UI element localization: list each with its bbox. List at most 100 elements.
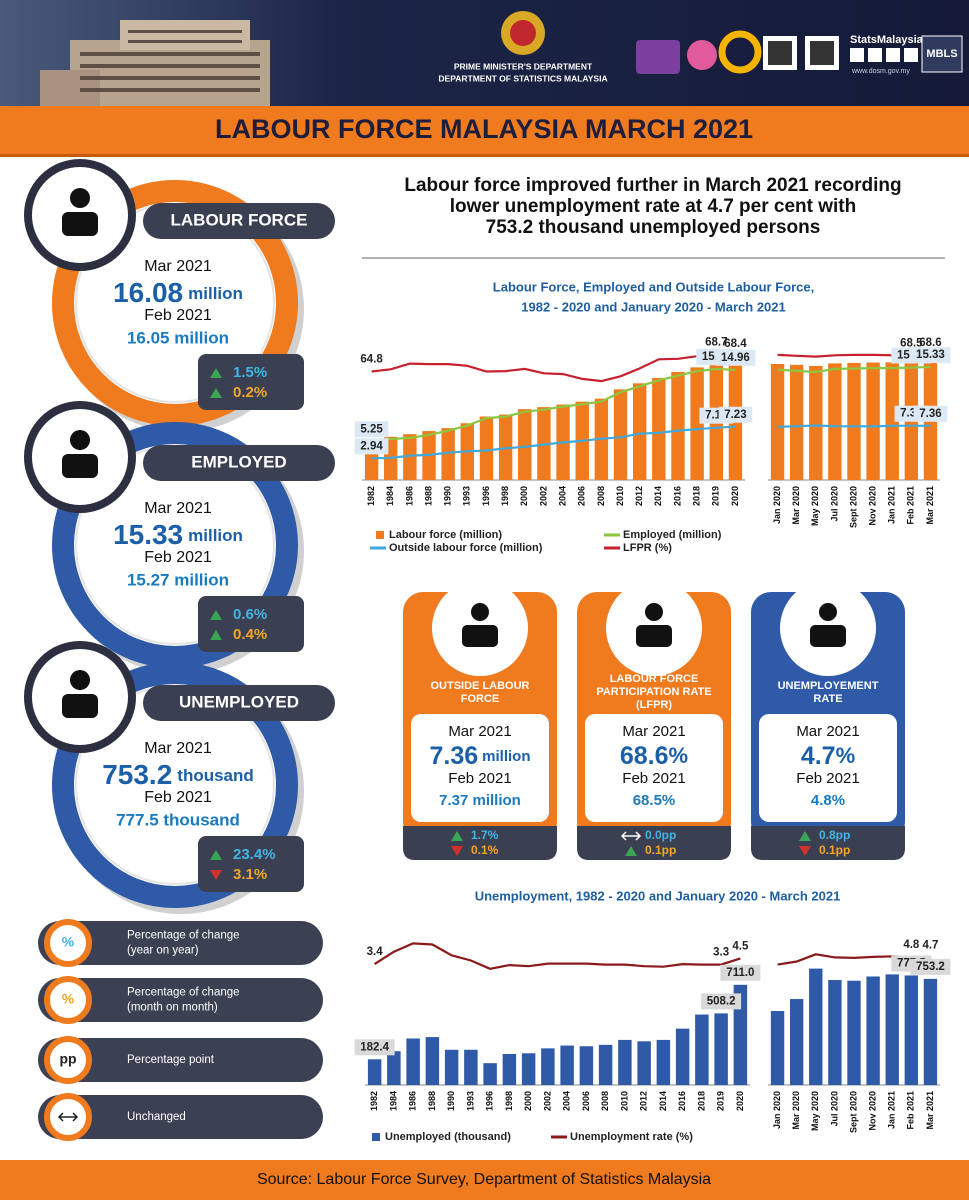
key-pill <box>38 921 323 965</box>
icon-head <box>70 670 90 690</box>
x-tick-label: 1998 <box>504 1091 514 1111</box>
x-tick-label: 1986 <box>408 1091 418 1111</box>
period: Mar 2021 <box>144 500 212 517</box>
key-label: Percentage point <box>127 1054 215 1066</box>
dept-line: DEPARTMENT OF STATISTICS MALAYSIA <box>438 73 607 83</box>
stat-panel: EMPLOYED Mar 2021 15.33 million Feb 2021 15.2… <box>24 401 335 674</box>
key-item: % Percentage of change (year on year) <box>38 919 323 967</box>
previous-period: Feb 2021 <box>622 770 685 787</box>
x-tick-label: Mar 2021 <box>925 486 935 525</box>
bar <box>885 974 899 1085</box>
x-tick-label: Jul 2020 <box>829 1091 839 1127</box>
previous-period: Feb 2021 <box>144 789 212 806</box>
unit: % <box>669 743 689 768</box>
icon-body <box>62 694 98 718</box>
value: 16.08 <box>113 277 183 308</box>
x-tick-label: Nov 2020 <box>867 486 877 526</box>
change: 1.5% <box>233 364 267 381</box>
x-tick-label: 2019 <box>711 486 721 506</box>
card-title: OUTSIDE LABOUR <box>431 680 530 692</box>
x-tick-label: 2004 <box>557 486 567 506</box>
x-tick-label: Sept 2020 <box>848 1091 858 1133</box>
x-tick-label: 1993 <box>465 1091 475 1111</box>
building <box>40 20 270 106</box>
x-tick-label: Feb 2021 <box>906 486 916 525</box>
x-tick-label: Feb 2021 <box>906 1091 916 1130</box>
change: 1.7% <box>471 828 499 842</box>
key-pill <box>38 1095 323 1139</box>
headline-value: 4.7% <box>801 742 855 770</box>
arrow-up <box>210 610 222 620</box>
headline-value: 15.33 million <box>113 519 243 550</box>
change: 0.8pp <box>819 828 850 842</box>
key-label: Percentage of change <box>127 930 240 942</box>
card-foot <box>751 826 905 860</box>
arrow-up <box>625 846 637 856</box>
card-title: FORCE <box>461 693 500 705</box>
bar <box>789 999 804 1085</box>
change: 0.1% <box>471 843 499 857</box>
bar <box>367 1059 382 1085</box>
bar <box>690 367 704 480</box>
previous-period: Feb 2021 <box>448 770 511 787</box>
x-tick-label: 2012 <box>634 486 644 506</box>
value-label-bg <box>913 405 948 422</box>
bar <box>923 978 938 1085</box>
value: 753.2 <box>102 759 172 790</box>
value-label: 3.3 <box>713 947 729 959</box>
chart-subtitle: 1982 - 2020 and January 2020 - March 202… <box>521 299 786 314</box>
bar <box>656 1039 671 1085</box>
key-symbol: pp <box>59 1051 76 1067</box>
value-label-bg <box>715 349 756 366</box>
card-foot <box>577 826 731 860</box>
x-tick-label: May 2020 <box>810 1091 820 1131</box>
x-tick-label: 1996 <box>485 1091 495 1111</box>
icon-body <box>62 212 98 236</box>
legend-label: Unemployment rate (%) <box>570 1131 693 1143</box>
x-tick-label: 1982 <box>366 486 376 506</box>
headline-value: 7.36 million <box>429 742 530 770</box>
change: 23.4% <box>233 846 276 863</box>
period: Mar 2021 <box>448 723 511 740</box>
period: Mar 2021 <box>622 723 685 740</box>
card-title: RATE <box>813 693 842 705</box>
card-icon-body <box>462 625 498 647</box>
bar <box>518 409 532 480</box>
bar <box>809 365 823 480</box>
bar <box>613 389 628 480</box>
value-label: 5.25 <box>360 423 383 435</box>
value-label: 508.2 <box>707 995 736 1007</box>
x-tick-label: Sept 2020 <box>848 486 858 528</box>
unit: million <box>482 748 530 765</box>
bar <box>770 364 785 480</box>
bar <box>866 362 880 480</box>
bar <box>828 363 842 480</box>
x-tick-label: 2010 <box>619 1091 629 1111</box>
bar <box>904 975 919 1085</box>
value-label: 68.6 <box>919 337 941 349</box>
unit: million <box>188 284 243 303</box>
value-label: 64.8 <box>360 354 383 366</box>
legend-swatch <box>376 531 384 539</box>
x-tick-label: 2006 <box>577 486 587 506</box>
previous-period: Feb 2021 <box>144 307 212 324</box>
bar <box>579 1046 594 1085</box>
line <box>371 425 736 460</box>
legend-label: Labour force (million) <box>389 529 502 541</box>
x-tick-label: Mar 2020 <box>791 486 801 525</box>
x-tick-label: 2008 <box>596 486 606 506</box>
x-tick-label: 2010 <box>615 486 625 506</box>
previous-period: Feb 2021 <box>796 770 859 787</box>
bar <box>441 428 455 480</box>
title-pill <box>143 445 335 481</box>
panel-title: EMPLOYED <box>191 452 286 471</box>
value-label-bg <box>701 993 742 1010</box>
card-inner <box>585 714 723 822</box>
bar <box>637 1041 651 1085</box>
x-tick-label: Mar 2020 <box>791 1091 801 1130</box>
x-tick-label: Jul 2020 <box>829 486 839 522</box>
arrow-down <box>451 846 463 856</box>
